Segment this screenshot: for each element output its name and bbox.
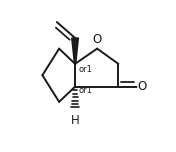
Text: O: O [138, 80, 147, 93]
Polygon shape [72, 38, 78, 64]
Text: H: H [71, 114, 79, 127]
Text: O: O [92, 33, 101, 46]
Text: or1: or1 [78, 65, 92, 74]
Text: or1: or1 [78, 86, 92, 95]
